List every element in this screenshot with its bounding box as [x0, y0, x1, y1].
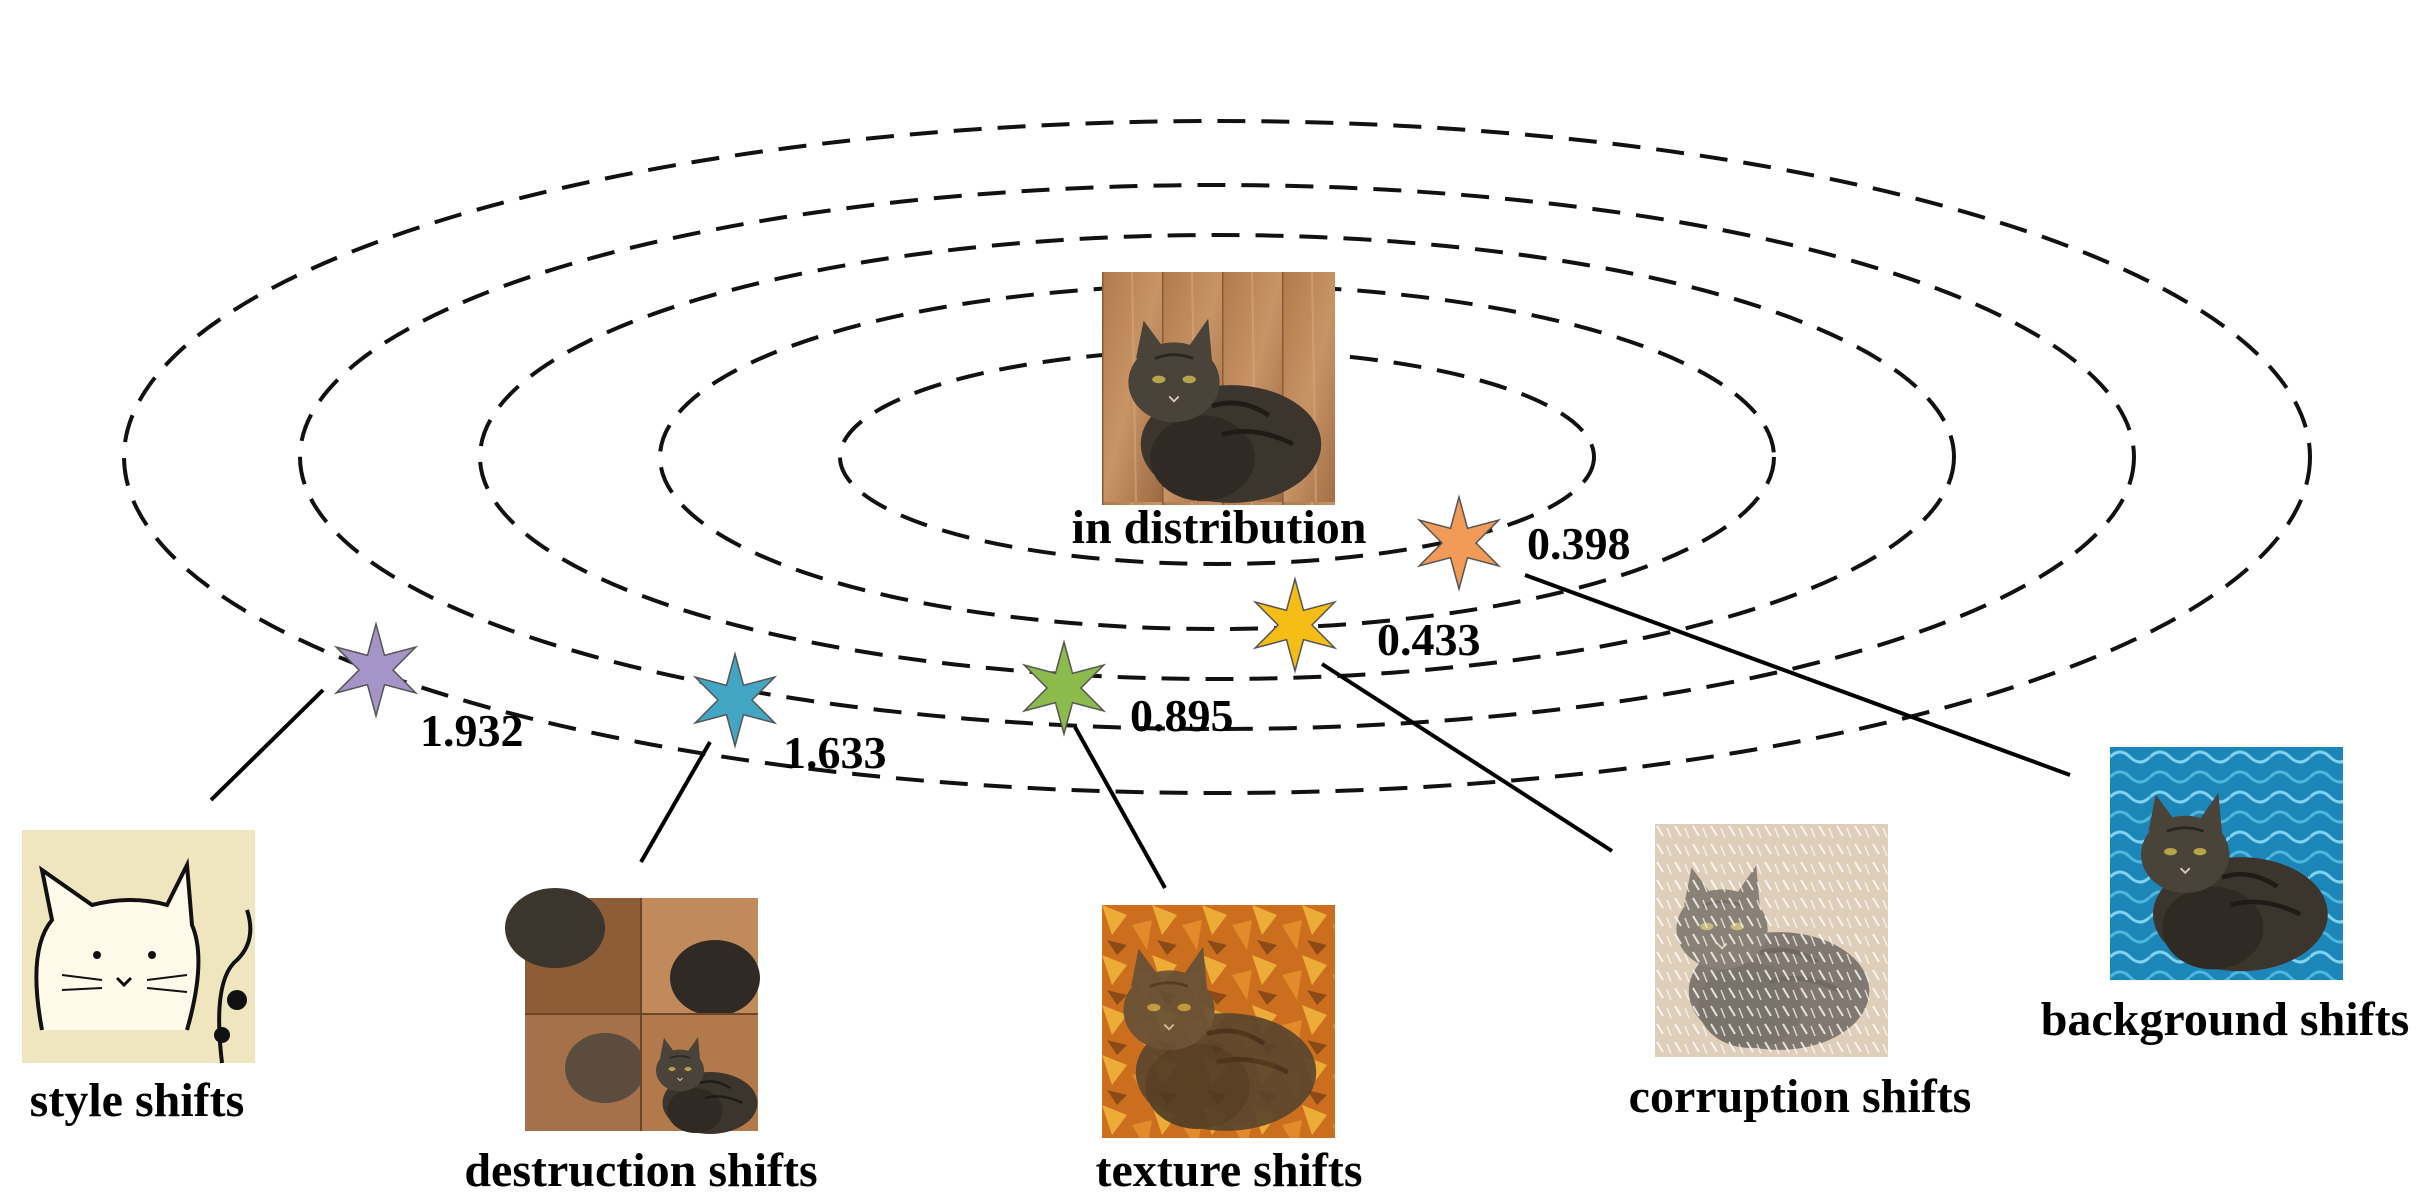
destruction-shift-value: 1.633 [783, 727, 887, 778]
ring-3 [478, 233, 1956, 681]
texture-shift-star [1021, 639, 1107, 737]
destruction-shift-label: destruction shifts [464, 1144, 817, 1197]
texture-shift-value: 0.895 [1130, 690, 1234, 741]
style-shift-label: style shifts [30, 1074, 245, 1127]
destruction-shift-image [505, 888, 760, 1134]
background-shift-label: background shifts [2041, 993, 2410, 1046]
connector-corruption [1320, 662, 1614, 853]
connector-background [1524, 573, 2071, 777]
ring-2 [658, 283, 1776, 631]
connector-destruction [639, 741, 712, 863]
style-shift-star [333, 621, 419, 719]
texture-shift-image [1102, 905, 1335, 1138]
shift-stars [333, 494, 1502, 749]
background-shift-star [1416, 494, 1502, 592]
ring-5 [122, 119, 2312, 795]
background-shift-image [2110, 747, 2343, 980]
connector-texture [1073, 726, 1167, 889]
ring-4 [298, 183, 2136, 731]
connector-lines [209, 573, 2071, 889]
texture-shift-label: texture shifts [1095, 1144, 1362, 1197]
style-shift-image [22, 830, 255, 1064]
corruption-shift-label: corruption shifts [1629, 1070, 1972, 1123]
in-distribution-image [1102, 272, 1335, 505]
connector-style [209, 688, 325, 802]
corruption-shift-image [1655, 824, 1888, 1057]
distance-rings [122, 119, 2312, 795]
background-shift-value: 0.398 [1527, 518, 1631, 569]
destruction-shift-star [692, 651, 778, 749]
corruption-shift-star [1252, 576, 1338, 674]
corruption-shift-value: 0.433 [1377, 614, 1481, 665]
in-distribution-label: in distribution [1072, 501, 1367, 554]
ring-1 [838, 348, 1596, 566]
style-shift-value: 1.932 [420, 705, 524, 756]
